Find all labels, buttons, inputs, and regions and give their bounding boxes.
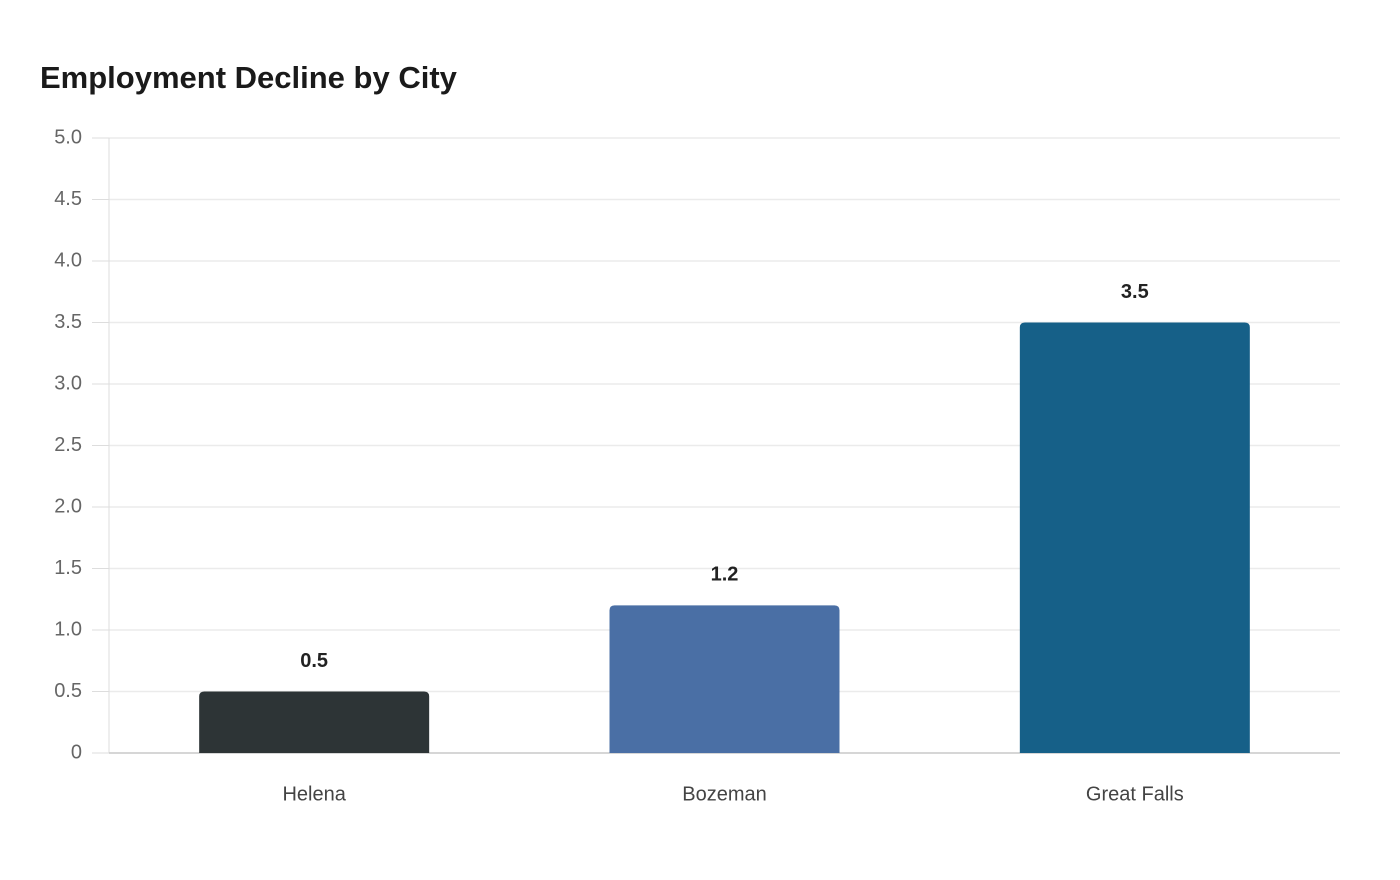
- y-tick-label: 3.0: [54, 372, 82, 394]
- x-tick-label: Helena: [282, 783, 346, 805]
- y-tick-label: 2.5: [54, 434, 82, 456]
- y-tick-label: 0.5: [54, 680, 82, 702]
- bar: [1019, 322, 1250, 753]
- chart-title: Employment Decline by City: [40, 60, 458, 95]
- value-label: 1.2: [711, 564, 739, 586]
- x-tick-label: Bozeman: [682, 783, 767, 805]
- x-tick-label: Great Falls: [1086, 783, 1184, 805]
- y-tick-label: 0: [71, 741, 82, 763]
- y-tick-label: 1.0: [54, 618, 82, 640]
- y-tick-label: 4.0: [54, 249, 82, 271]
- bar: [199, 691, 430, 753]
- bar: [609, 605, 840, 753]
- y-tick-label: 2.0: [54, 495, 82, 517]
- y-tick-label: 3.5: [54, 311, 82, 333]
- y-tick-label: 1.5: [54, 557, 82, 579]
- y-tick-label: 5.0: [54, 126, 82, 148]
- value-label: 3.5: [1121, 281, 1149, 303]
- value-label: 0.5: [300, 650, 328, 672]
- y-tick-label: 4.5: [54, 188, 82, 210]
